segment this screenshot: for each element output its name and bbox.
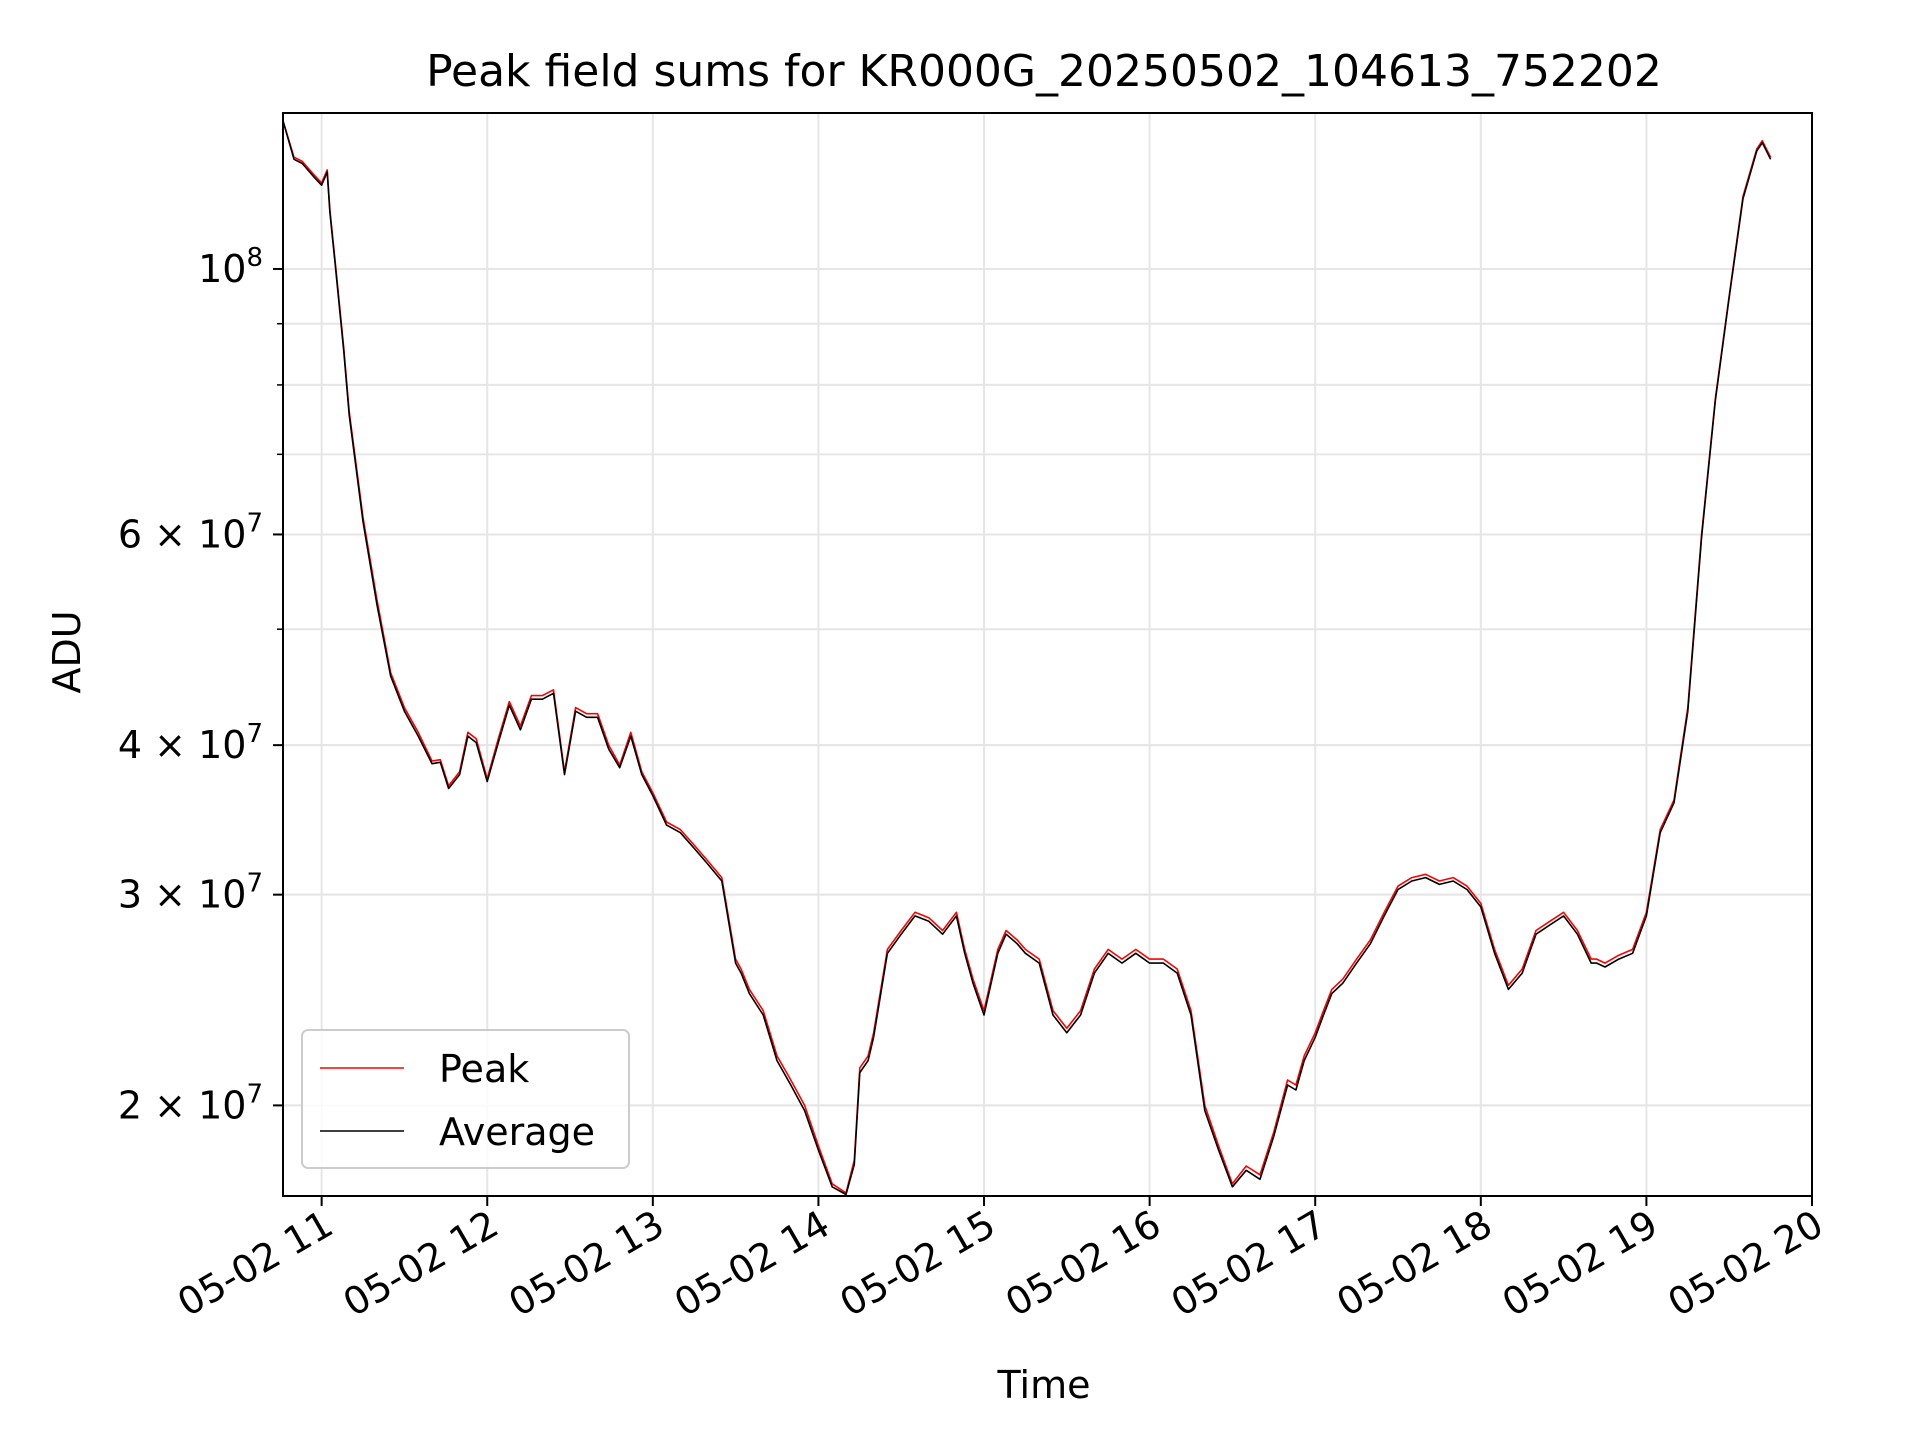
legend: Peak Average: [301, 1029, 630, 1169]
series-layer: [282, 120, 1772, 1196]
y-tick-label: 2 × 107: [118, 1079, 263, 1127]
legend-label-average: Average: [439, 1110, 595, 1154]
series-line-peak: [282, 120, 1772, 1194]
y-tick-label: 4 × 107: [118, 719, 263, 767]
y-tick-label: 3 × 107: [118, 869, 263, 917]
x-axis-label: Time: [997, 1363, 1091, 1407]
chart-title: Peak field sums for KR000G_20250502_1046…: [426, 46, 1662, 97]
legend-label-peak: Peak: [439, 1047, 529, 1091]
legend-box: [301, 1029, 630, 1169]
y-tick-label: 6 × 107: [118, 508, 263, 556]
y-tick-label: 108: [198, 243, 263, 291]
series-line-average: [282, 120, 1772, 1196]
plot-area-frame: [282, 112, 1813, 1197]
y-axis: 108 6 × 107 4 × 107 3 × 107 2 × 107: [118, 243, 283, 1127]
y-axis-label: ADU: [45, 610, 89, 693]
